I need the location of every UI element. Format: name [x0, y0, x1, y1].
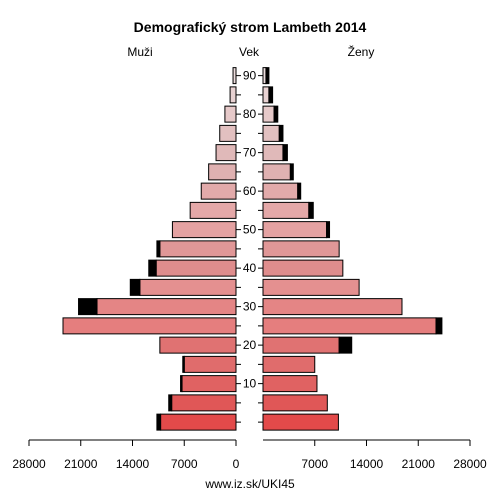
female-bar [262, 163, 291, 181]
female-excess-bar [435, 317, 443, 335]
male-bar [181, 375, 237, 393]
age-tick-label: 70 [243, 146, 257, 160]
female-excess-bar [338, 336, 353, 354]
age-tick-label: 50 [243, 223, 257, 237]
male-bar [139, 278, 237, 296]
age-tick-label: 60 [243, 184, 257, 198]
male-bar [155, 259, 237, 277]
male-bar [96, 298, 237, 316]
male-bar [171, 221, 237, 239]
x-tick-label: 28000 [12, 457, 46, 471]
x-tick-label: 14000 [116, 457, 150, 471]
female-excess-bar [308, 201, 314, 219]
female-bar [262, 336, 340, 354]
female-excess-bar [268, 86, 274, 104]
female-bar [262, 182, 299, 200]
age-axis: 10 20 30 40 50 60 70 80 90 [236, 69, 263, 423]
x-tick-label: 0 [233, 457, 240, 471]
female-bar [262, 201, 310, 219]
male-bar [232, 67, 237, 85]
male-excess-bar [148, 259, 157, 277]
x-tick-label: 7000 [301, 457, 328, 471]
female-bar [262, 375, 318, 393]
female-bar [262, 124, 280, 142]
female-bar [262, 278, 360, 296]
left-label: Muži [127, 45, 152, 59]
male-bar [183, 355, 237, 373]
male-excess-bar [78, 298, 98, 316]
footer-text: www.iz.sk/UKI45 [204, 477, 295, 491]
female-bar [262, 240, 340, 258]
male-excess-bar [180, 375, 183, 393]
female-bar [262, 105, 275, 123]
male-bar [159, 336, 237, 354]
male-bar [160, 413, 237, 431]
female-bar [262, 317, 437, 335]
x-tick-label: 21000 [64, 457, 98, 471]
male-bar [224, 105, 237, 123]
female-bar [262, 394, 328, 412]
male-bar [208, 163, 237, 181]
female-bar [262, 86, 270, 104]
population-axis: 28000 21000 14000 7000 0 7000 14000 21000 28000 [12, 439, 487, 471]
age-tick-label: 20 [243, 338, 257, 352]
age-tick-label: 30 [243, 300, 257, 314]
x-tick-label: 7000 [171, 457, 198, 471]
x-tick-label: 14000 [350, 457, 384, 471]
female-bar [262, 259, 344, 277]
male-excess-bar [156, 413, 162, 431]
male-bar [171, 394, 237, 412]
x-tick-label: 28000 [453, 457, 487, 471]
female-excess-bar [297, 182, 302, 200]
male-excess-bar [168, 394, 173, 412]
male-bar [189, 201, 237, 219]
female-bar [262, 298, 403, 316]
female-bar [262, 221, 328, 239]
female-excess-bar [273, 105, 279, 123]
female-excess-bar [326, 221, 331, 239]
male-bar [62, 317, 237, 335]
female-bar [262, 144, 284, 162]
center-label: Vek [239, 45, 260, 59]
right-label: Ženy [348, 44, 375, 59]
x-tick-label: 21000 [402, 457, 436, 471]
age-tick-label: 10 [243, 377, 257, 391]
age-tick-label: 80 [243, 107, 257, 121]
female-bar [262, 355, 316, 373]
male-bar [229, 86, 237, 104]
female-excess-bar [265, 67, 270, 85]
female-excess-bar [278, 124, 284, 142]
male-bar [200, 182, 237, 200]
male-excess-bar [156, 240, 161, 258]
male-bar [215, 144, 237, 162]
age-tick-label: 90 [243, 69, 257, 83]
female-excess-bar [289, 163, 294, 181]
bars-group [62, 67, 443, 431]
female-bar [262, 413, 339, 431]
male-bar [159, 240, 237, 258]
female-excess-bar [282, 144, 288, 162]
male-excess-bar [129, 278, 141, 296]
male-bar [219, 124, 237, 142]
male-excess-bar [182, 355, 185, 373]
chart-title: Demografický strom Lambeth 2014 [134, 19, 367, 35]
age-tick-label: 40 [243, 261, 257, 275]
